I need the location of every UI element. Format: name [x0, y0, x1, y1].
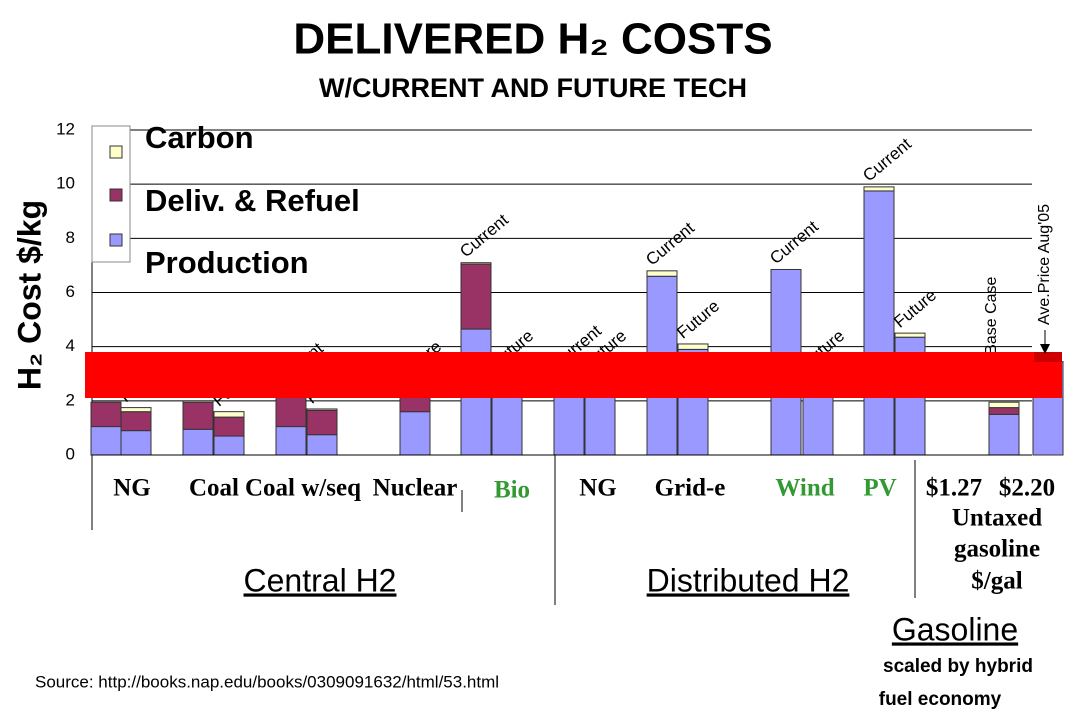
bar-segment: [460, 262, 492, 265]
source: Source: http://books.nap.edu/books/03090…: [35, 672, 499, 691]
y-tick-label: 12: [56, 119, 75, 138]
gasoline-unit: gasoline: [954, 536, 1040, 563]
y-tick-label: 8: [66, 228, 75, 247]
legend-label: Production: [145, 245, 309, 280]
bar-label: Future: [673, 296, 723, 342]
bar-segment: [213, 411, 245, 418]
group-label: Coal w/seq: [245, 475, 361, 502]
group-label: PV: [863, 475, 896, 502]
group-label: $2.20: [999, 475, 1055, 502]
bar-segment: [213, 435, 245, 456]
section-label: Gasoline: [892, 611, 1018, 647]
y-tick-label: 2: [66, 390, 75, 409]
bar-segment: [120, 411, 152, 432]
chart-title: DELIVERED H₂ COSTS: [293, 15, 772, 64]
bar-segment: [988, 401, 1020, 409]
gasoline-note: fuel economy: [879, 689, 1002, 710]
group-label: Nuclear: [373, 475, 458, 502]
bar-segment: [646, 270, 678, 277]
bar-label: Current: [766, 217, 822, 268]
dividers: [91, 455, 916, 605]
bar-label: Current: [642, 218, 698, 269]
gasoline-unit: Untaxed: [952, 505, 1042, 532]
group-label: Wind: [775, 475, 834, 502]
bar-segment: [863, 190, 895, 456]
arrow-head: [1040, 344, 1050, 354]
y-tick-label: 10: [56, 174, 75, 193]
group-label: $1.27: [926, 475, 982, 502]
bar-segment: [182, 401, 214, 430]
bar-segment: [90, 401, 122, 428]
bar-label: Current: [456, 210, 512, 261]
legend-marker: [109, 233, 123, 247]
bar-segment: [182, 400, 214, 403]
bar-segment: [306, 409, 338, 436]
group-label: Grid-e: [655, 475, 726, 502]
bar-segment: [677, 343, 709, 350]
y-tick-label: 0: [66, 444, 75, 463]
highlight-band-top: [1034, 352, 1062, 362]
bar-segment: [894, 332, 926, 338]
legend-label: Deliv. & Refuel: [145, 183, 360, 218]
bar-segment: [399, 411, 431, 456]
bar-segment: [275, 426, 307, 456]
gasoline-unit: $/gal: [971, 568, 1022, 595]
y-tick-label: 4: [66, 336, 75, 355]
bar-segment: [182, 428, 214, 456]
group-label: Bio: [494, 477, 530, 504]
bar-segment: [213, 416, 245, 437]
bar-segment: [863, 186, 895, 192]
y-axis-label: H₂ Cost $/kg: [11, 200, 47, 390]
group-label: NG: [579, 475, 617, 502]
legend-marker: [109, 188, 123, 202]
y-tick-label: 6: [66, 282, 75, 301]
bar-segment: [306, 434, 338, 456]
section-label: Distributed H2: [647, 562, 850, 598]
highlight-band: [85, 352, 1062, 398]
legend-marker: [109, 145, 123, 159]
chart-subtitle: W/CURRENT AND FUTURE TECH: [319, 73, 747, 103]
bar-label: Current: [859, 134, 915, 185]
group-label: Coal: [189, 475, 239, 502]
bar-segment: [460, 263, 492, 330]
bar-segment: [988, 413, 1020, 456]
bar-segment: [120, 430, 152, 456]
bar-label: Ave.Price Aug'05: [1036, 204, 1053, 325]
gasoline-note: scaled by hybrid: [883, 656, 1033, 677]
bar-segment: [120, 407, 152, 413]
bar-segment: [90, 426, 122, 456]
bar-segment: [988, 407, 1020, 415]
section-label: Central H2: [244, 562, 397, 598]
legend-label: Carbon: [145, 120, 254, 155]
bar-segment: [306, 408, 338, 411]
group-label: NG: [113, 475, 151, 502]
